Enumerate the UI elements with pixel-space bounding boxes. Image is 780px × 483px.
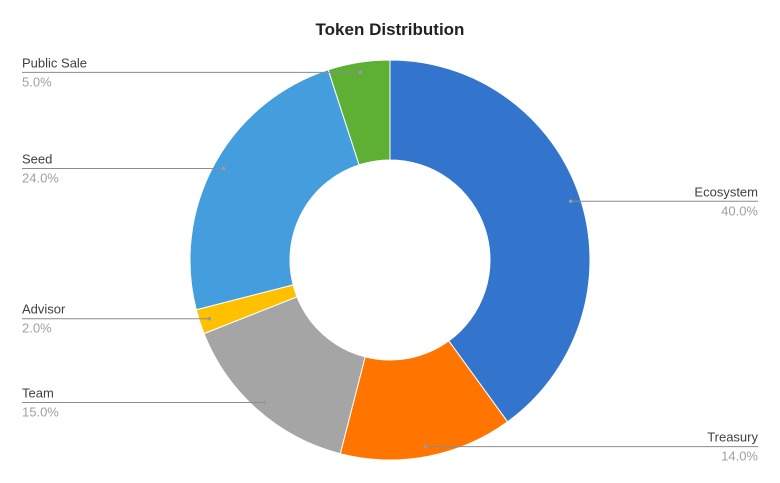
leader-dot-team bbox=[262, 400, 267, 405]
slice-public-sale bbox=[327, 59, 391, 166]
value-label-ecosystem: 40.0% bbox=[721, 203, 758, 218]
chart-title: Token Distribution bbox=[315, 20, 465, 39]
label-treasury: Treasury bbox=[707, 430, 758, 445]
label-seed: Seed bbox=[22, 151, 52, 166]
leader-dot-seed bbox=[221, 166, 226, 171]
label-public-sale: Public Sale bbox=[22, 55, 87, 70]
leader-dot-treasury bbox=[423, 444, 428, 449]
label-advisor: Advisor bbox=[22, 302, 66, 317]
value-label-advisor: 2.0% bbox=[22, 321, 52, 336]
leader-dot-advisor bbox=[207, 316, 212, 321]
value-label-public-sale: 5.0% bbox=[22, 74, 52, 89]
label-ecosystem: Ecosystem bbox=[694, 184, 758, 199]
value-label-seed: 24.0% bbox=[22, 170, 59, 185]
value-label-team: 15.0% bbox=[22, 405, 59, 420]
label-team: Team bbox=[22, 386, 54, 401]
slice-ecosystem bbox=[389, 59, 591, 423]
slice-seed bbox=[189, 69, 360, 311]
leader-dot-ecosystem bbox=[568, 199, 573, 204]
leader-dot-public-sale bbox=[358, 70, 363, 75]
value-label-treasury: 14.0% bbox=[721, 449, 758, 464]
